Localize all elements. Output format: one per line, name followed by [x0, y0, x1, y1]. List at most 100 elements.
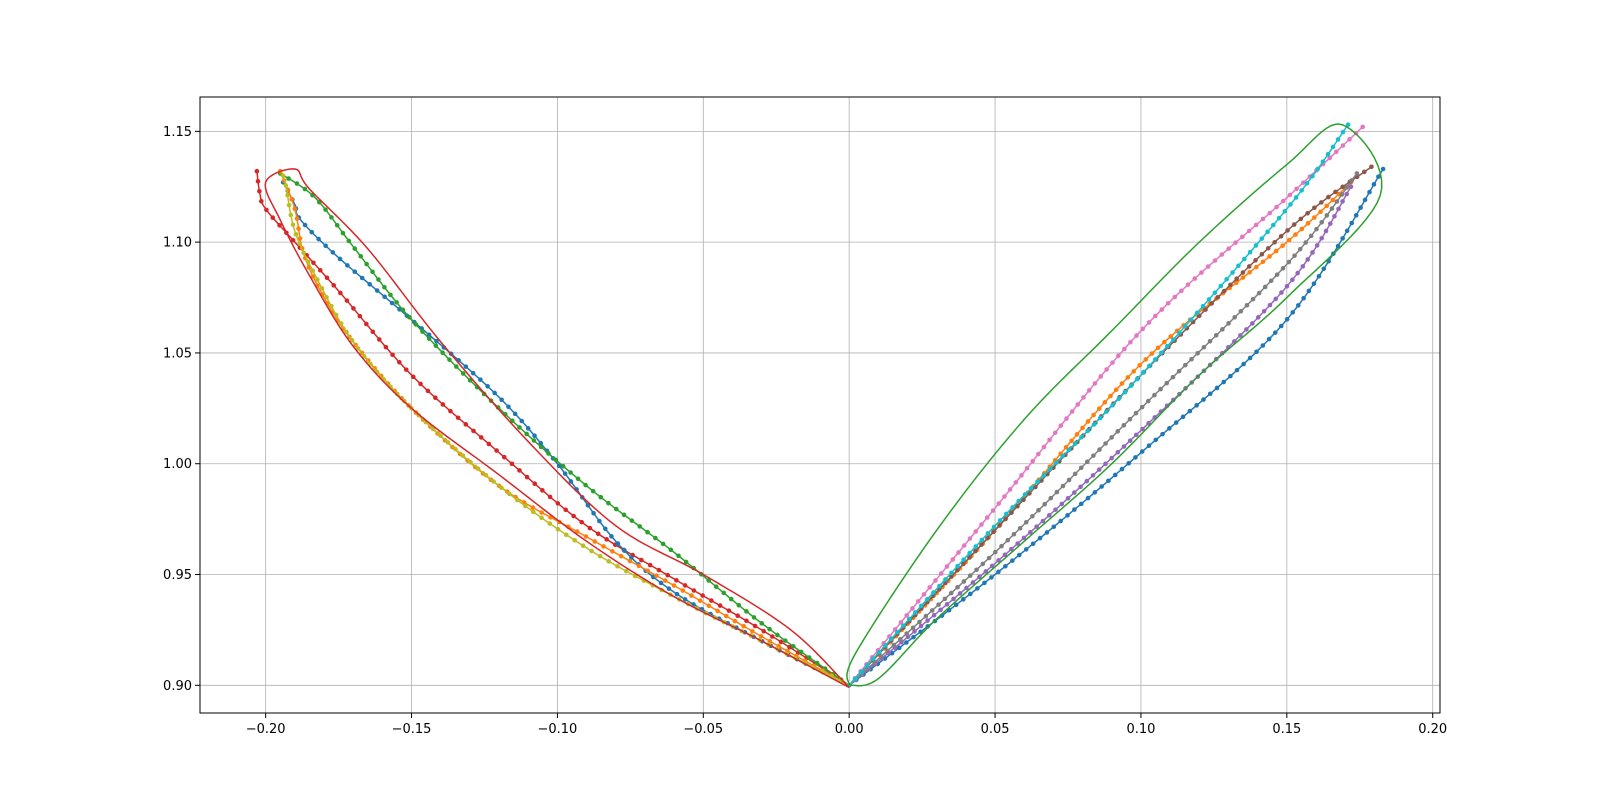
- data-point: [629, 518, 635, 523]
- data-point: [1311, 281, 1317, 286]
- data-point: [996, 569, 1001, 575]
- data-point: [1345, 122, 1351, 127]
- data-point: [1330, 144, 1336, 150]
- data-point: [1064, 416, 1069, 421]
- data-point: [1189, 356, 1194, 362]
- data-point: [352, 246, 358, 251]
- data-point: [984, 515, 990, 520]
- data-point: [931, 590, 936, 595]
- data-point: [923, 613, 929, 619]
- data-point: [985, 535, 990, 541]
- data-point: [1247, 269, 1252, 275]
- data-point: [606, 559, 612, 564]
- data-point: [706, 603, 712, 609]
- data-point: [1292, 253, 1297, 258]
- data-point: [1232, 315, 1237, 320]
- data-point: [627, 558, 633, 564]
- data-point: [770, 634, 775, 639]
- data-point: [370, 329, 376, 335]
- data-point: [1016, 498, 1022, 504]
- data-point: [751, 615, 757, 620]
- data-point: [531, 438, 537, 443]
- data-point: [463, 364, 469, 369]
- data-point: [494, 448, 499, 453]
- data-point: [523, 503, 528, 509]
- data-point: [1318, 209, 1323, 215]
- data-point: [331, 283, 337, 288]
- data-point: [499, 397, 504, 403]
- data-point: [1240, 270, 1246, 275]
- data-point: [1179, 288, 1184, 294]
- data-point: [483, 472, 489, 478]
- data-point: [858, 669, 864, 675]
- data-point: [583, 482, 588, 488]
- data-point: [293, 232, 299, 237]
- data-point: [1308, 233, 1314, 239]
- data-point: [1104, 409, 1109, 414]
- data-point: [1097, 415, 1103, 421]
- data-point: [539, 510, 544, 515]
- data-point: [340, 230, 346, 236]
- data-point: [990, 508, 996, 513]
- data-point: [1323, 228, 1329, 234]
- data-point: [970, 580, 976, 585]
- data-point: [1065, 513, 1070, 518]
- data-point: [1254, 264, 1259, 270]
- data-point: [1016, 552, 1022, 558]
- series-line: [846, 123, 1383, 687]
- data-point: [989, 563, 995, 569]
- data-point: [1074, 432, 1080, 437]
- data-point: [517, 468, 522, 473]
- data-point: [1128, 383, 1134, 389]
- data-point: [571, 513, 576, 519]
- data-point: [292, 206, 298, 212]
- data-point: [1106, 478, 1111, 484]
- data-point: [1260, 343, 1266, 348]
- data-point: [1300, 180, 1306, 185]
- data-point: [264, 207, 269, 213]
- data-point: [991, 524, 997, 530]
- data-point: [1278, 323, 1284, 329]
- data-point: [433, 343, 439, 349]
- data-point: [713, 584, 719, 589]
- data-point: [1203, 307, 1208, 312]
- data-point: [564, 532, 569, 538]
- data-point: [1246, 228, 1252, 234]
- data-point: [955, 567, 960, 573]
- data-point: [1212, 258, 1218, 263]
- x-tick-label: −0.05: [683, 722, 723, 737]
- data-point: [413, 322, 419, 327]
- data-point: [324, 275, 330, 281]
- data-point: [1305, 257, 1311, 262]
- data-point: [524, 474, 530, 480]
- data-point: [750, 628, 755, 634]
- data-point: [1072, 441, 1078, 446]
- data-point: [1326, 194, 1331, 200]
- data-point: [587, 525, 593, 531]
- data-point: [1321, 266, 1327, 272]
- data-point: [991, 529, 996, 535]
- data-point: [1091, 453, 1096, 458]
- data-point: [579, 519, 584, 525]
- data-point: [1213, 333, 1219, 338]
- data-point: [397, 359, 402, 365]
- data-point: [917, 619, 922, 625]
- data-point: [937, 583, 942, 589]
- data-point: [492, 390, 497, 396]
- data-point: [1286, 237, 1292, 243]
- data-point: [294, 216, 300, 221]
- data-point: [254, 168, 260, 174]
- data-point: [455, 415, 461, 421]
- data-point: [377, 337, 382, 342]
- data-point: [986, 555, 992, 561]
- series-line: [264, 168, 850, 689]
- data-point: [1140, 426, 1145, 432]
- data-point: [589, 548, 594, 554]
- data-point: [382, 284, 387, 290]
- data-point: [872, 659, 878, 665]
- data-point: [1265, 245, 1271, 251]
- data-point: [286, 202, 292, 208]
- data-point: [1335, 137, 1341, 142]
- data-point: [736, 602, 742, 608]
- y-axis: 0.90 0.95 1.00 1.05 1.10 1.15: [163, 125, 200, 694]
